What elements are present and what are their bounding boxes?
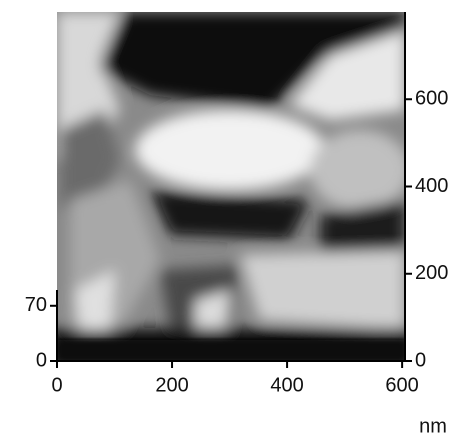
x-tick-label: 0	[51, 374, 62, 396]
x-tick-label: 600	[385, 374, 418, 396]
y-tick-label: 200	[415, 262, 448, 284]
afm-image	[57, 12, 405, 361]
x-tick-label: 200	[155, 374, 188, 396]
y-tick-label: 600	[415, 88, 448, 110]
x-axis-label: nm	[419, 415, 447, 437]
y-tick-label: 0	[415, 349, 426, 371]
x-tick-label: 400	[270, 374, 303, 396]
z-tick-label: 70	[25, 294, 47, 316]
z-tick-label: 0	[36, 349, 47, 371]
y-tick-label: 400	[415, 175, 448, 197]
